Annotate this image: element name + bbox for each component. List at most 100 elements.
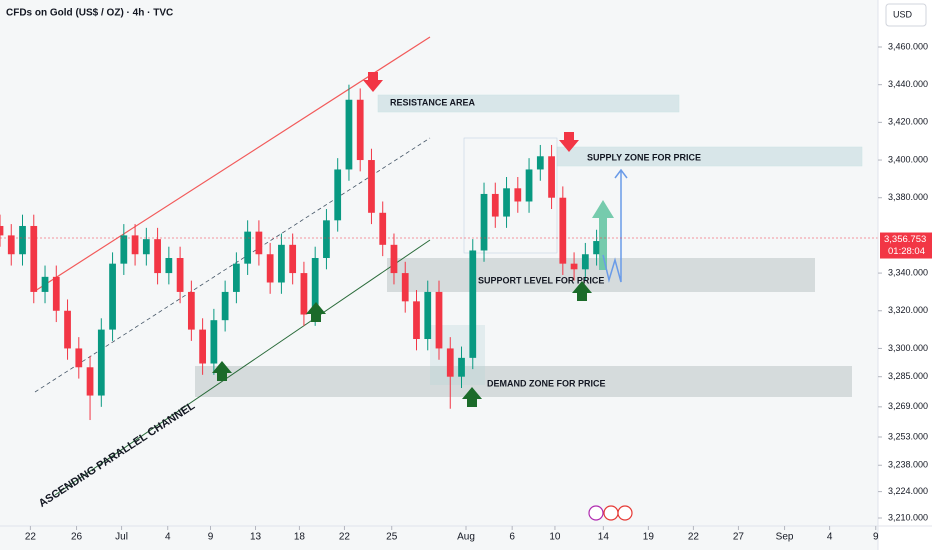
candles [0, 84, 600, 421]
candle-body [491, 193, 499, 217]
candle-body [165, 258, 173, 274]
x-tick-label: 22 [688, 532, 700, 543]
candle-body [581, 254, 589, 270]
candle-body [413, 301, 420, 340]
y-tick-label: 3,320.000 [888, 305, 928, 315]
candle-body [525, 169, 533, 202]
currency: USD [893, 9, 913, 19]
x-tick-label: 22 [339, 532, 351, 543]
supply-label: SUPPLY ZONE FOR PRICE [587, 152, 701, 162]
candle-body [244, 231, 252, 264]
plot-bg [0, 0, 878, 550]
candle-body [187, 291, 195, 330]
x-tick-label: 4 [827, 532, 833, 543]
x-tick-label: 13 [250, 532, 262, 543]
last-price-box [880, 232, 932, 259]
candle-body [424, 291, 432, 340]
candle-body [97, 329, 105, 396]
y-tick-label: 3,224.000 [888, 486, 928, 496]
candle-body [469, 250, 477, 358]
candle-body [233, 263, 240, 292]
y-tick-label: 3,300.000 [888, 343, 928, 353]
candle-body [64, 310, 71, 349]
up-arrow [212, 361, 232, 381]
y-tick-label: 3,253.000 [888, 431, 928, 441]
x-tick-label: 14 [598, 532, 610, 543]
x-tick-label: Sep [776, 532, 794, 543]
candle-body [266, 254, 274, 283]
channel-upper [34, 36, 431, 292]
candle-body [356, 99, 364, 161]
x-tick-label: 10 [549, 532, 561, 543]
x-tick-label: 25 [386, 532, 398, 543]
candle-body [570, 263, 578, 270]
candle-body [176, 258, 184, 292]
candle-body [480, 193, 488, 251]
candle-body [334, 169, 342, 221]
up-arrow-projection [592, 200, 614, 270]
x-tick-label: 18 [294, 532, 306, 543]
candle-body [379, 212, 387, 245]
resistance-label: RESISTANCE AREA [390, 97, 476, 107]
x-tick-label: 9 [208, 532, 214, 543]
candle-body [323, 220, 330, 259]
candle-body [345, 99, 353, 170]
candle-body [120, 235, 128, 264]
candle-body [7, 235, 15, 255]
y-tick-label: 3,400.000 [888, 154, 928, 164]
candle-body [559, 197, 567, 264]
x-tick-label: 26 [71, 532, 83, 543]
candle-body [458, 357, 465, 377]
candle-body [289, 244, 297, 274]
candle-body [41, 276, 49, 292]
candle-body [368, 160, 375, 213]
y-tick-label: 3,340.000 [888, 267, 928, 277]
y-tick-label: 3,238.000 [888, 460, 928, 470]
demand-zone [195, 366, 852, 397]
candle-body [154, 239, 161, 274]
currency-box [885, 3, 927, 27]
x-tick-label: 4 [165, 532, 171, 543]
chart-title: CFDs on Gold (US$ / OZ) · 4h · TVC [6, 8, 173, 19]
resistance-zone [377, 94, 680, 113]
x-tick-label: 22 [25, 532, 37, 543]
candle-body [0, 225, 4, 236]
candle-body [221, 291, 229, 321]
x-tick-label: Jul [115, 532, 128, 543]
support-label: SUPPORT LEVEL FOR PRICE [478, 275, 604, 285]
candle-body [52, 276, 60, 311]
candle-body [390, 244, 398, 274]
up-arrow [462, 387, 482, 407]
y-tick-label: 3,285.000 [888, 371, 928, 381]
candle-body [311, 258, 319, 315]
candle-body [514, 188, 522, 202]
x-tick-label: 27 [733, 532, 745, 543]
y-tick-label: 3,420.000 [888, 117, 928, 127]
candle-body [300, 273, 308, 315]
y-tick-label: 3,460.000 [888, 41, 928, 51]
event-icon [588, 505, 604, 521]
candle-body [109, 263, 116, 330]
up-arrow [306, 302, 326, 322]
x-tick-label: Aug [457, 532, 475, 543]
candle-body [142, 239, 150, 255]
countdown-label: 01:28:04 [888, 246, 925, 257]
y-tick-label: 3,440.000 [888, 79, 928, 89]
x-tick-label: 6 [509, 532, 515, 543]
candle-body [255, 231, 263, 255]
candle-body [199, 329, 206, 364]
candle-body [401, 273, 409, 302]
x-tick-label: 19 [643, 532, 655, 543]
channel-lower [54, 239, 431, 496]
last-price-label: 3,356.753 [884, 234, 926, 245]
candle-body [446, 348, 454, 377]
candle-body [536, 156, 544, 170]
candle-body [278, 244, 285, 283]
candle-body [30, 225, 38, 292]
up-arrow [572, 281, 592, 301]
down-arrow [559, 132, 579, 152]
candle-body [503, 188, 510, 217]
y-tick-label: 3,269.000 [888, 401, 928, 411]
candle-body [19, 225, 26, 255]
